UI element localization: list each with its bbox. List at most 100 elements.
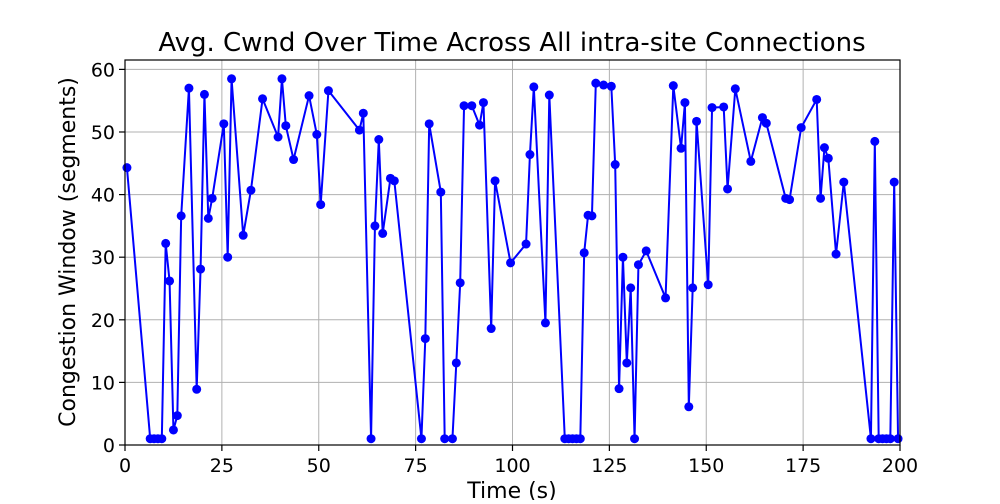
data-point (866, 434, 876, 444)
y-tick-label: 10 (91, 372, 115, 394)
data-point (719, 102, 729, 112)
data-point (796, 123, 806, 133)
data-point (246, 185, 256, 195)
data-point (707, 103, 717, 113)
data-point (122, 163, 132, 173)
data-point (630, 434, 640, 444)
data-point (579, 248, 589, 258)
data-point (680, 98, 690, 108)
data-point (312, 130, 322, 139)
data-point (641, 246, 651, 256)
data-point (626, 283, 636, 293)
data-point (184, 83, 194, 93)
data-point (525, 150, 535, 160)
data-point (440, 434, 450, 444)
data-point (723, 184, 733, 194)
data-point (467, 101, 477, 111)
data-point (478, 98, 488, 108)
data-point (889, 177, 899, 187)
tick-layer: 0 25 50 75 100 125 150 175 200 0 10 20 30 40 50 60 (91, 59, 918, 477)
data-point (746, 156, 756, 166)
x-tick-label: 100 (494, 455, 530, 477)
data-point (475, 120, 485, 130)
data-point (688, 283, 698, 293)
data-point (176, 211, 186, 221)
y-tick-label: 60 (91, 59, 115, 81)
data-point (378, 228, 388, 238)
data-point (575, 434, 585, 444)
data-point (870, 136, 880, 146)
data-point (161, 238, 171, 248)
data-point (227, 74, 237, 84)
data-point (540, 318, 550, 328)
data-point (591, 78, 601, 88)
data-point (761, 118, 771, 128)
data-point (451, 358, 461, 368)
data-point (370, 221, 380, 231)
data-point (668, 81, 678, 91)
grid-layer (124, 60, 901, 446)
data-point (661, 293, 671, 303)
data-point (606, 81, 616, 91)
data-point (389, 176, 399, 186)
data-point (447, 434, 457, 444)
data-point (258, 94, 268, 104)
data-point (614, 384, 624, 394)
x-axis-label: Time (s) (466, 479, 556, 500)
data-point (459, 101, 469, 111)
data-point (506, 258, 516, 268)
y-axis-label: Congestion Window (segments) (56, 77, 81, 427)
x-tick-label: 50 (307, 455, 331, 477)
data-point (610, 160, 620, 170)
data-point (812, 94, 822, 104)
data-point (366, 434, 376, 444)
data-point (893, 434, 903, 444)
data-point (157, 434, 167, 444)
data-point (273, 132, 283, 142)
data-point (203, 213, 213, 223)
data-point (703, 280, 713, 290)
data-point (785, 195, 795, 205)
data-point (424, 119, 434, 129)
x-tick-label: 75 (404, 455, 428, 477)
data-point (281, 121, 291, 131)
y-tick-label: 40 (91, 185, 115, 207)
x-tick-label: 0 (119, 455, 131, 477)
data-point (486, 324, 496, 334)
data-point (172, 411, 182, 421)
data-point (416, 434, 426, 444)
data-point (839, 177, 849, 187)
data-point (455, 278, 465, 288)
data-point (289, 155, 299, 165)
data-point (819, 143, 829, 153)
data-point (196, 264, 206, 274)
data-point (358, 108, 368, 118)
data-point (587, 211, 597, 221)
x-tick-label: 175 (785, 455, 821, 477)
data-point (223, 252, 233, 262)
y-tick-label: 0 (103, 435, 115, 457)
data-point (490, 176, 500, 186)
data-point (823, 153, 833, 163)
x-tick-label: 200 (882, 455, 918, 477)
data-point (436, 187, 446, 197)
chart-title: Avg. Cwnd Over Time Across All intra-sit… (158, 28, 865, 58)
data-point (885, 434, 895, 444)
data-point (831, 249, 841, 259)
data-point (599, 80, 609, 90)
data-point (676, 143, 686, 153)
data-point (622, 358, 632, 368)
y-tick-label: 30 (91, 247, 115, 269)
x-tick-label: 150 (688, 455, 724, 477)
data-point (304, 91, 314, 101)
data-point (165, 276, 175, 286)
data-point (323, 86, 333, 96)
data-point (316, 200, 326, 210)
y-tick-label: 20 (91, 310, 115, 332)
y-tick-label: 50 (91, 122, 115, 144)
data-point (374, 135, 384, 144)
data-point (618, 252, 628, 262)
data-point (730, 84, 740, 94)
x-tick-label: 25 (210, 455, 234, 477)
